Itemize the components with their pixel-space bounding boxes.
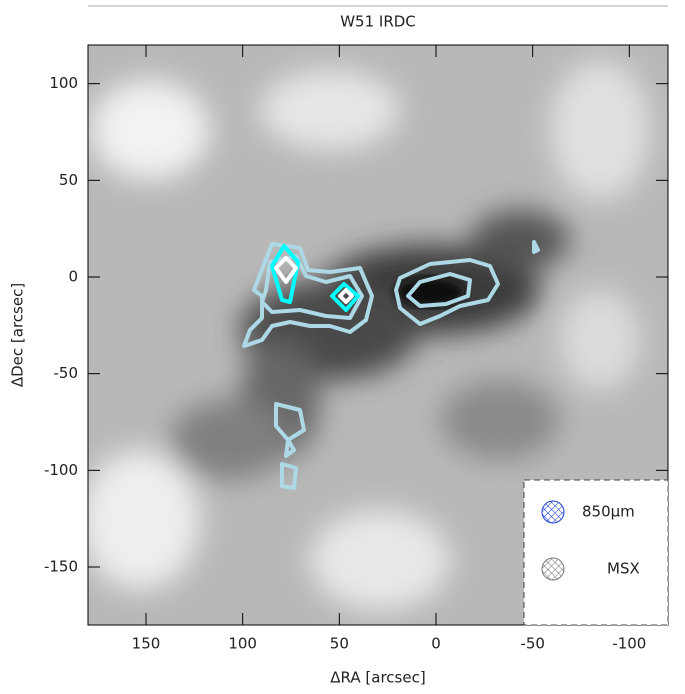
legend-swatch [541,557,565,581]
plot-frame [87,44,669,626]
x-axis-label: ΔRA [arcsec] [330,669,425,687]
contour [270,244,300,304]
contour [274,256,298,284]
y-tick-label: -100 [44,461,78,479]
y-tick-label: 50 [59,171,78,189]
x-tick-label: 100 [228,635,257,653]
contour [274,402,306,442]
image [88,45,668,625]
y-tick-label: -50 [54,364,79,382]
y-axis-label: ΔDec [arcsec] [9,283,27,387]
contour [338,288,354,304]
contour [242,242,374,348]
y-tick-label: 100 [49,74,78,92]
x-tick-label: 150 [132,635,161,653]
y-tick-label: -150 [44,558,78,576]
x-tick-label: 0 [431,635,441,653]
y-tick-label: 0 [68,268,78,286]
contour [532,240,540,254]
chart-title: W51 IRDC [340,13,416,31]
contour [394,258,500,326]
contour [260,254,364,320]
legend: 850μm MSX [523,479,669,626]
legend-label: 850μm [582,503,635,521]
x-tick-label: -100 [612,635,646,653]
contour [330,282,360,312]
contour [284,438,296,458]
contours [242,240,540,490]
contour [406,272,472,308]
x-tick-label: -50 [520,635,545,653]
legend-label: MSX [607,560,640,578]
contour [280,462,298,490]
legend-swatch [541,500,565,524]
x-tick-label: 50 [330,635,349,653]
